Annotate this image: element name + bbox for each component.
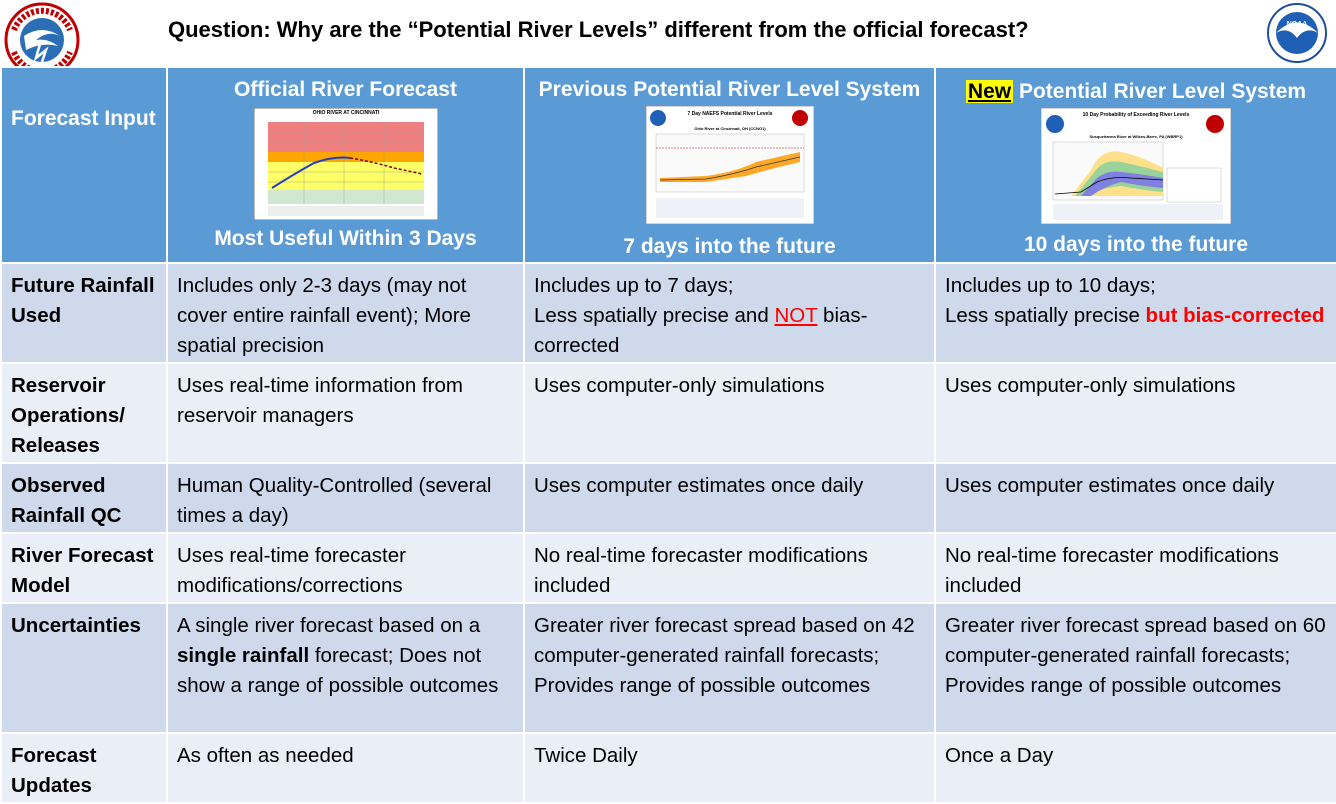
cell-previous: Uses computer estimates once daily [523,462,936,534]
table-row: River Forecast Model Uses real-time fore… [0,532,1336,604]
cell-new: Includes up to 10 days; Less spatially p… [934,262,1336,364]
page-title: Question: Why are the “Potential River L… [168,17,1029,42]
cell-new: Uses computer estimates once daily [934,462,1336,534]
column-new: New Potential River Level System 10 Day … [934,66,1336,264]
cell-new: No real-time forecaster modifications in… [934,532,1336,604]
svg-text:7 Day NAEFS Potential River Le: 7 Day NAEFS Potential River Levels [687,111,772,117]
cell-official: Includes only 2-3 days (may not cover en… [166,262,525,364]
row-label: Future Rainfall Used [0,262,168,364]
cell-new: Uses computer-only simulations [934,362,1336,464]
cell-text: bias-corrected [534,304,868,357]
cell-new: Once a Day [934,732,1336,804]
cell-official: As often as needed [166,732,525,804]
svg-text:OHIO RIVER AT CINCINNATI: OHIO RIVER AT CINCINNATI [312,110,379,116]
header-row: Forecast Input Official River Forecast O… [0,66,1336,264]
new-highlight: New [965,80,1014,103]
row-label: River Forecast Model [0,532,168,604]
column-previous: Previous Potential River Level System 7 … [523,66,936,264]
table-row: Observed Rainfall QC Human Quality-Contr… [0,462,1336,534]
column-title-new: New Potential River Level System [936,76,1336,108]
row-label: Reservoir Operations/ Releases [0,362,168,464]
cell-previous: Includes up to 7 days; Less spatially pr… [523,262,936,364]
column-footer-new: 10 days into the future [1023,233,1249,256]
cell-text: Less spatially precise [945,304,1146,327]
cell-previous: Greater river forecast spread based on 4… [523,602,936,734]
cell-text: Includes up to 10 days; [945,274,1156,297]
noaa-logo-icon: NOAA [1267,3,1327,63]
column-footer-official: Most Useful Within 3 Days [214,227,477,250]
row-label: Uncertainties [0,602,168,734]
previous-system-chart-thumbnail: 7 Day NAEFS Potential River Levels Ohio … [645,106,814,224]
svg-text:Susquehanna River at Wilkes-Ba: Susquehanna River at Wilkes-Barre, PA (W… [1089,134,1183,139]
comparison-table: Forecast Input Official River Forecast O… [0,66,1336,804]
title-bar: Question: Why are the “Potential River L… [0,0,1336,78]
column-title-official: Official River Forecast [234,78,457,101]
nws-logo-icon [4,2,80,78]
table-row: Future Rainfall Used Includes only 2-3 d… [0,262,1336,364]
bias-corrected-emphasis: but bias-corrected [1145,304,1325,327]
official-forecast-hydrograph-thumbnail: OHIO RIVER AT CINCINNATI [253,108,438,220]
table-row: Forecast Updates As often as needed Twic… [0,732,1336,804]
cell-official: Human Quality-Controlled (several times … [166,462,525,534]
row-label: Observed Rainfall QC [0,462,168,534]
svg-text:10 Day Probability of Exceedin: 10 Day Probability of Exceeding River Le… [1083,112,1190,118]
not-emphasis: NOT [774,304,818,327]
column-official: Official River Forecast OHIO RIVER AT CI… [166,66,525,264]
cell-previous: Twice Daily [523,732,936,804]
cell-official: Uses real-time information from reservoi… [166,362,525,464]
cell-previous: Uses computer-only simulations [523,362,936,464]
svg-text:NOAA: NOAA [1287,21,1308,28]
new-system-probability-chart-thumbnail: 10 Day Probability of Exceeding River Le… [1041,108,1231,224]
table-row: Uncertainties A single river forecast ba… [0,602,1336,734]
cell-previous: No real-time forecaster modifications in… [523,532,936,604]
cell-new: Greater river forecast spread based on 6… [934,602,1336,734]
row-label-forecast-input: Forecast Input [0,66,168,264]
svg-text:Ohio River at Cincinnati, OH (: Ohio River at Cincinnati, OH (CCNO1) [694,126,766,131]
column-title-previous: Previous Potential River Level System [538,78,921,101]
cell-official: A single river forecast based on a singl… [166,602,525,734]
cell-text: Less spatially precise and [534,304,775,327]
cell-text: A single river forecast based on a [177,614,481,637]
row-label: Forecast Updates [0,732,168,804]
column-title-new-rest: Potential River Level System [1013,80,1307,103]
cell-text: forecast; Does not show a range of possi… [177,644,499,697]
column-footer-previous: 7 days into the future [623,235,836,258]
cell-official: Uses real-time forecaster modifications/… [166,532,525,604]
cell-text: Includes up to 7 days; [534,274,734,297]
single-rainfall-emphasis: single rainfall [177,644,310,667]
table-row: Reservoir Operations/ Releases Uses real… [0,362,1336,464]
